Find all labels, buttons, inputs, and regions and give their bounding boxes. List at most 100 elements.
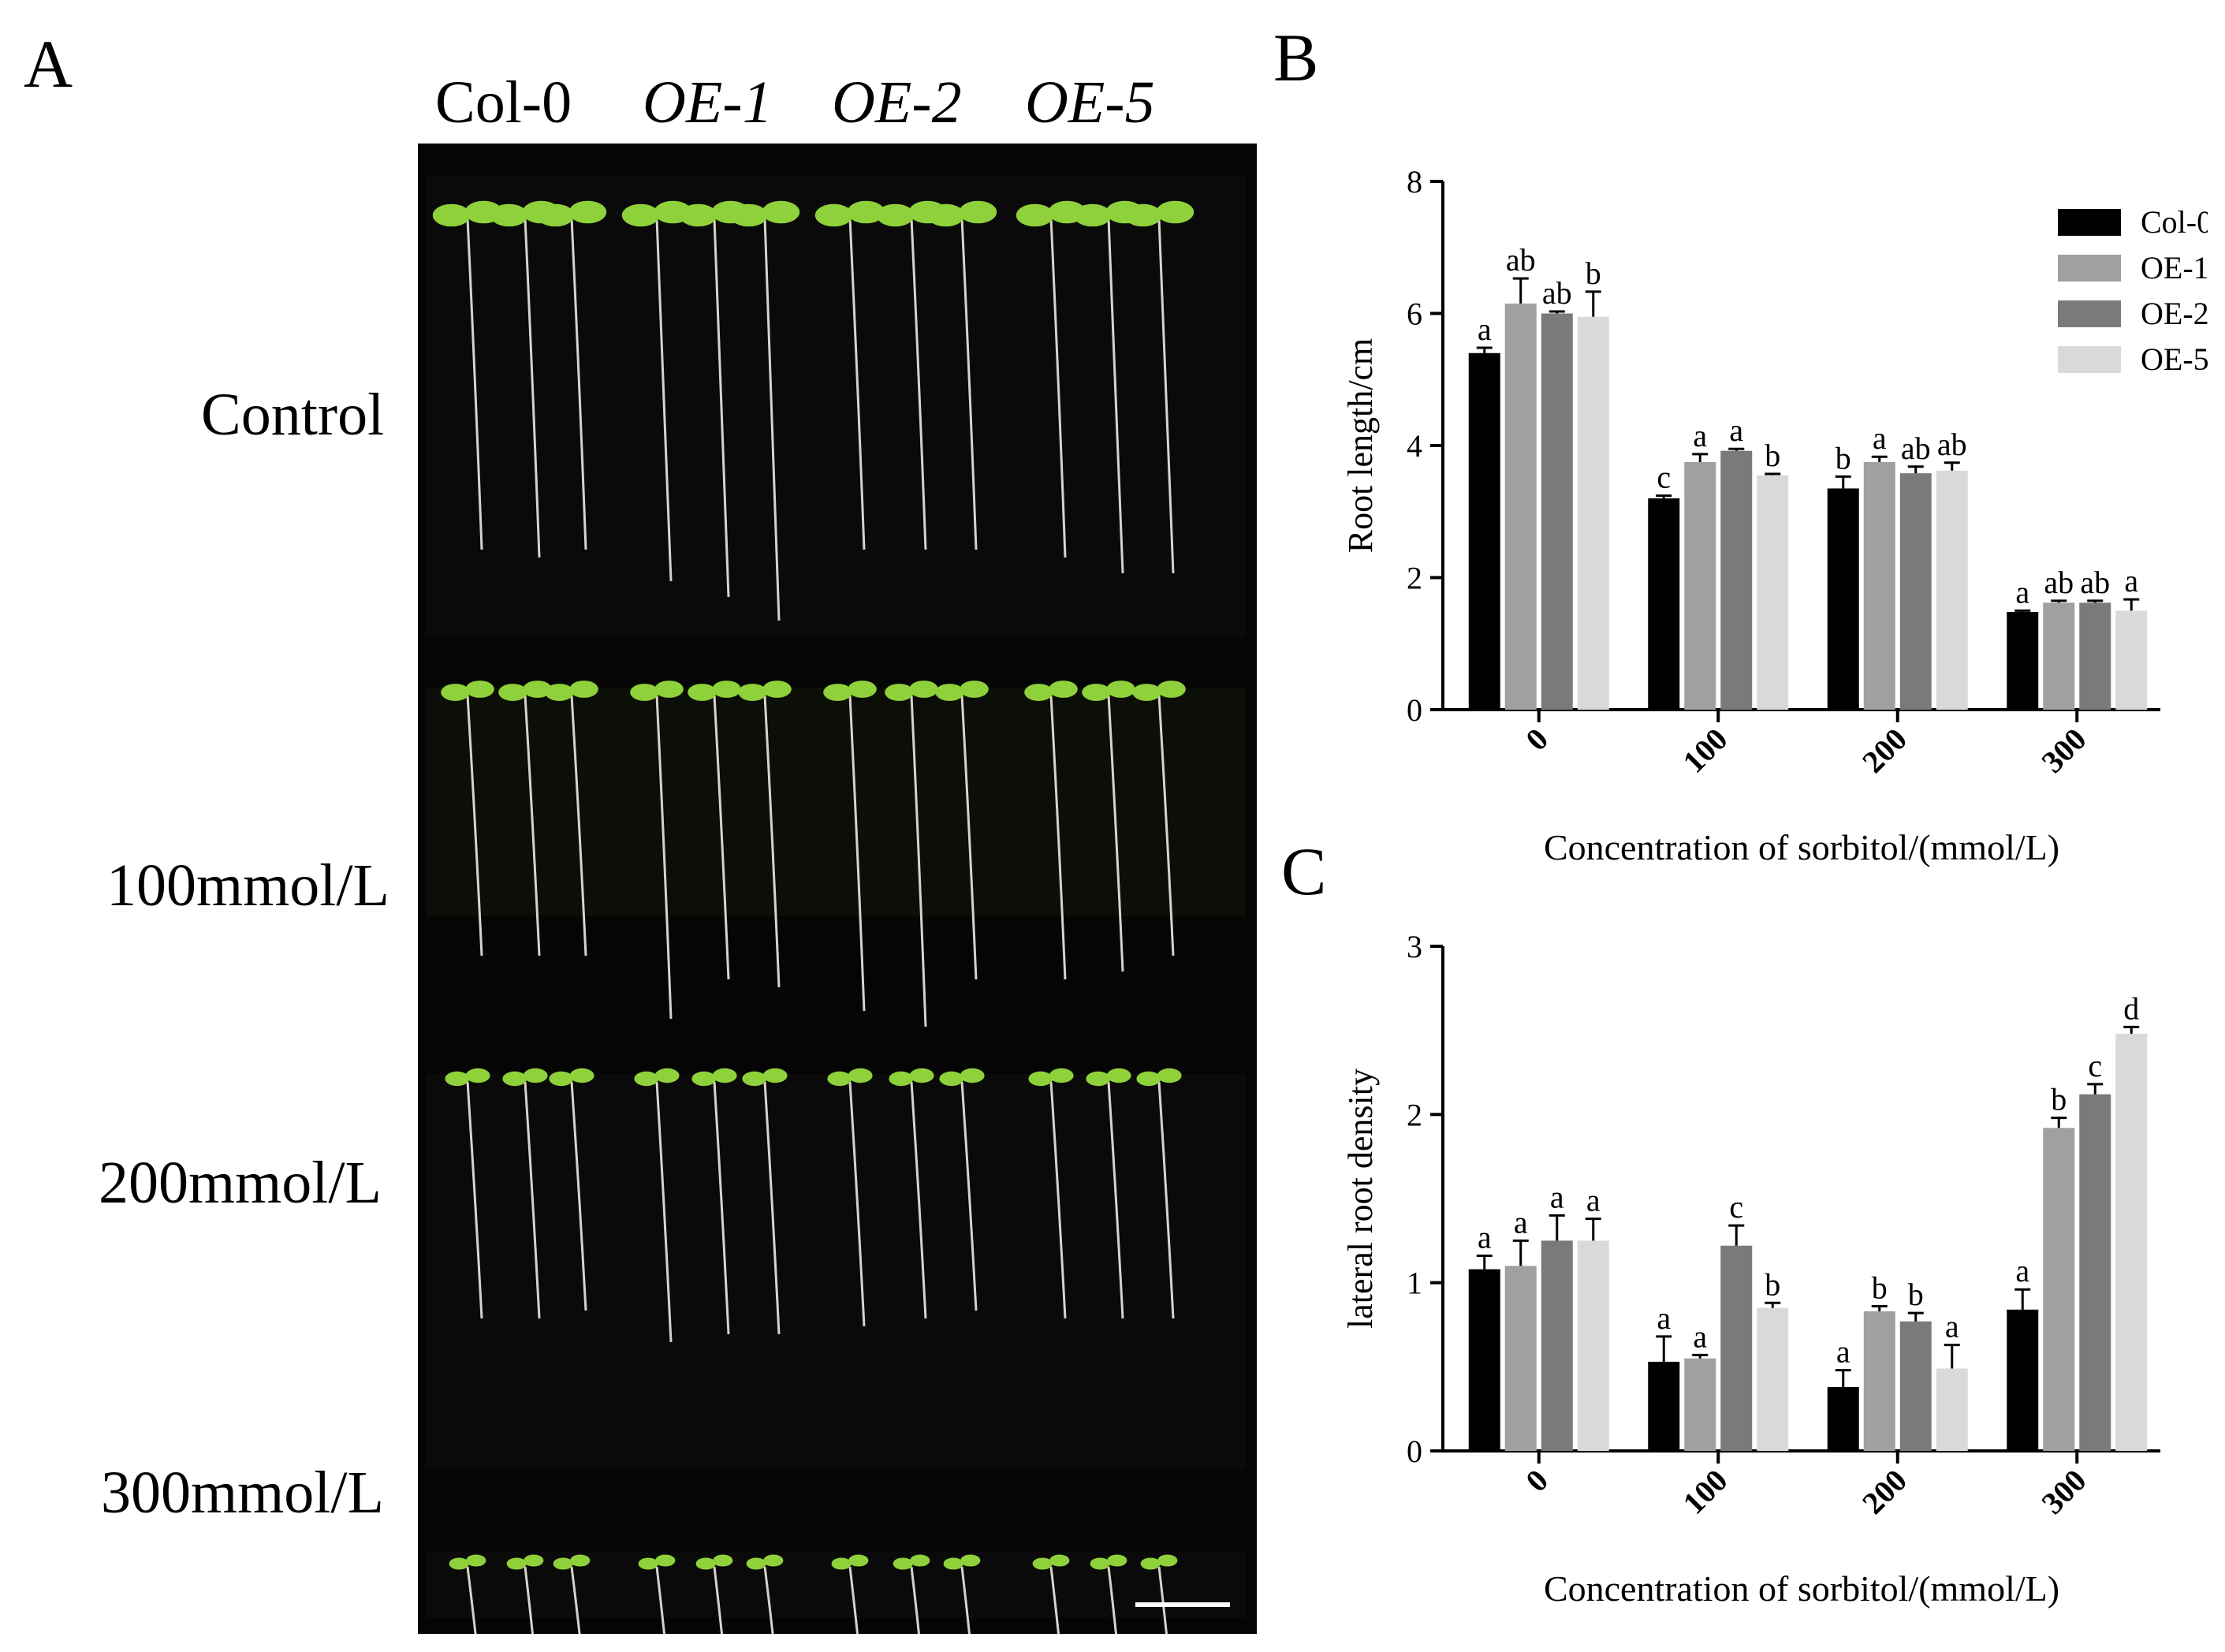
significance-letter: ab bbox=[2080, 565, 2110, 600]
legend-swatch bbox=[2058, 346, 2121, 373]
seedling-cotyledon bbox=[848, 681, 877, 698]
seedling-root bbox=[655, 1081, 673, 1343]
x-tick-label: 100 bbox=[1675, 1463, 1734, 1521]
seedling-cotyledon bbox=[553, 1557, 573, 1570]
significance-letter: ab bbox=[1901, 431, 1931, 466]
seedling bbox=[630, 681, 684, 1020]
significance-letter: a bbox=[1945, 1309, 1959, 1344]
seedling bbox=[638, 1554, 676, 1634]
seedling-root bbox=[960, 218, 978, 550]
seedling-root bbox=[1107, 695, 1124, 972]
seedling-cotyledon bbox=[536, 203, 575, 227]
seedling-root bbox=[713, 218, 730, 598]
seedling-cotyledon bbox=[712, 1068, 737, 1083]
significance-letter: c bbox=[2088, 1048, 2102, 1083]
seedling-cotyledon bbox=[909, 681, 938, 698]
seedling-cotyledon bbox=[441, 684, 470, 701]
bar bbox=[1936, 1368, 1968, 1451]
bar bbox=[1757, 1307, 1789, 1451]
x-tick-label: 300 bbox=[2034, 1463, 2093, 1521]
seedling-cotyledon bbox=[568, 200, 607, 224]
seedling-cotyledon bbox=[712, 681, 741, 698]
seedling bbox=[1024, 681, 1078, 980]
seedling-cotyledon bbox=[654, 681, 684, 698]
seedling-cotyledon bbox=[729, 203, 768, 227]
seedling-root bbox=[570, 695, 587, 957]
seedling-cotyledon bbox=[893, 1557, 913, 1570]
x-axis-label: Concentration of sorbitol/(mmol/L) bbox=[1544, 1568, 2059, 1609]
seedling-cotyledon bbox=[1024, 684, 1053, 701]
seedling-root bbox=[910, 1081, 927, 1319]
seedling-cotyledon bbox=[1140, 1557, 1161, 1570]
legend-swatch bbox=[2058, 209, 2121, 236]
legend-label: OE-2 bbox=[2141, 296, 2208, 331]
seedling-root bbox=[713, 1566, 724, 1634]
seedling-cotyledon bbox=[432, 203, 471, 227]
seedling-root bbox=[466, 1081, 483, 1319]
seedling-root bbox=[713, 1081, 730, 1335]
bar bbox=[2115, 1033, 2148, 1451]
seedling-root bbox=[1157, 218, 1175, 574]
seedling bbox=[935, 681, 989, 980]
seedling-root bbox=[848, 1081, 866, 1327]
seedling bbox=[827, 1068, 873, 1327]
seedling-cotyledon bbox=[638, 1557, 658, 1570]
seedling-cotyledon bbox=[449, 1557, 469, 1570]
seedling-cotyledon bbox=[1124, 203, 1162, 227]
seedling-cotyledon bbox=[762, 681, 792, 698]
seedling-root bbox=[466, 218, 483, 550]
seedling-root bbox=[524, 1081, 541, 1319]
seedling-cotyledon bbox=[621, 203, 660, 227]
seedling-root bbox=[570, 1566, 581, 1634]
significance-letter: c bbox=[1729, 1189, 1743, 1225]
seedling bbox=[1124, 200, 1194, 574]
seedling bbox=[502, 1068, 548, 1319]
seedling-root bbox=[1049, 1081, 1067, 1319]
x-tick-label: 100 bbox=[1675, 722, 1734, 780]
seedling-cotyledon bbox=[523, 681, 552, 698]
bar bbox=[1899, 1321, 1932, 1451]
bar bbox=[2043, 1128, 2075, 1451]
y-tick-label: 2 bbox=[1407, 1097, 1422, 1132]
y-tick-label: 8 bbox=[1407, 164, 1422, 200]
x-tick-label: 300 bbox=[2034, 722, 2093, 780]
seedling-cotyledon bbox=[746, 1557, 766, 1570]
seedling-root bbox=[848, 1566, 859, 1634]
x-tick-label: 0 bbox=[1519, 1463, 1555, 1499]
seedling bbox=[695, 1554, 733, 1634]
seedling-cotyledon bbox=[960, 681, 989, 698]
seedling-cotyledon bbox=[959, 200, 997, 224]
seedling bbox=[738, 681, 792, 988]
seedling-root bbox=[763, 1566, 774, 1634]
seedling-cotyledon bbox=[634, 1071, 659, 1087]
seedling bbox=[1028, 1068, 1074, 1319]
significance-letter: b bbox=[1872, 1270, 1888, 1306]
significance-letter: a bbox=[1693, 418, 1707, 453]
seedling-cotyledon bbox=[466, 1554, 486, 1567]
seedling-root bbox=[655, 1566, 666, 1634]
x-tick-label: 200 bbox=[1855, 1463, 1914, 1521]
seedling-cotyledon bbox=[909, 1068, 934, 1083]
legend-swatch bbox=[2058, 255, 2121, 282]
seedling-root bbox=[1049, 218, 1067, 558]
seedling-cotyledon bbox=[1049, 1068, 1074, 1083]
seedling bbox=[549, 1068, 594, 1311]
bar bbox=[2079, 1094, 2111, 1451]
bar bbox=[1577, 316, 1609, 710]
bar bbox=[2043, 602, 2075, 710]
seedling bbox=[1086, 1068, 1131, 1319]
seedling-cotyledon bbox=[1028, 1071, 1053, 1087]
y-tick-label: 1 bbox=[1407, 1266, 1422, 1301]
seedling-cotyledon bbox=[545, 684, 574, 701]
seedling-root bbox=[960, 1081, 978, 1311]
legend-label: Col-0 bbox=[2141, 204, 2208, 240]
seedling-root bbox=[655, 218, 673, 582]
seedling bbox=[889, 1068, 934, 1319]
seedling-cotyledon bbox=[679, 203, 717, 227]
seedling bbox=[634, 1068, 680, 1343]
y-axis-label: Root length/cm bbox=[1341, 338, 1380, 554]
seedling-root bbox=[570, 1081, 587, 1311]
seedling-cotyledon bbox=[814, 203, 853, 227]
seedling-root bbox=[763, 695, 781, 988]
seedling-cotyledon bbox=[506, 1557, 527, 1570]
